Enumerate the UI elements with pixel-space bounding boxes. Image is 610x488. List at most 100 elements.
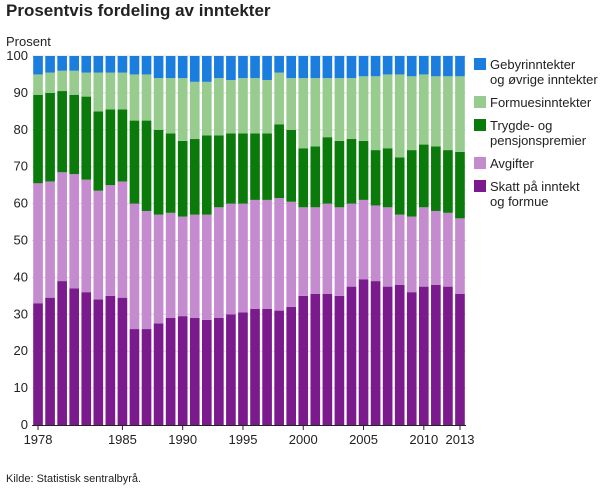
- bar-segment: [286, 201, 297, 307]
- bar-segment: [141, 329, 152, 425]
- bar-segment: [201, 319, 212, 425]
- bars: [33, 56, 465, 425]
- bar-segment: [238, 133, 248, 204]
- bar-segment: [214, 317, 224, 425]
- y-tick-label: 20: [14, 343, 28, 358]
- bar-segment: [226, 203, 236, 315]
- legend-label: og formue: [490, 194, 549, 209]
- bar-segment: [57, 281, 67, 425]
- bar-segment: [93, 56, 104, 73]
- bar-segment: [394, 214, 405, 285]
- bar-segment: [250, 133, 260, 200]
- x-tick-label: 2005: [349, 432, 378, 447]
- bar-segment: [214, 56, 224, 79]
- y-tick-label: 0: [21, 417, 28, 432]
- bar-segment: [431, 76, 441, 147]
- bar-segment: [153, 323, 164, 425]
- legend-label: og øvrige inntekter: [490, 72, 598, 87]
- bar-segment: [443, 76, 453, 151]
- bar-segment: [322, 294, 333, 425]
- bar-segment: [370, 281, 381, 425]
- y-tick-label: 80: [14, 122, 28, 137]
- bar-segment: [226, 56, 236, 80]
- bar-segment: [322, 56, 333, 79]
- bar-segment: [69, 70, 80, 95]
- bar-segment: [443, 150, 453, 213]
- legend-swatch: [474, 96, 486, 108]
- bar-segment: [346, 56, 357, 79]
- legend-swatch: [474, 180, 486, 192]
- bar-segment: [358, 279, 369, 425]
- gridlines: [32, 55, 466, 389]
- bar-segment: [394, 157, 405, 215]
- bar-segment: [334, 78, 345, 141]
- bar-segment: [382, 56, 393, 75]
- bar-segment: [431, 210, 441, 285]
- y-tick-label: 50: [14, 233, 28, 248]
- bar-segment: [105, 185, 116, 296]
- bar-segment: [455, 76, 465, 152]
- bar-segment: [45, 56, 55, 73]
- bar-segment: [238, 312, 248, 425]
- bar-segment: [370, 56, 381, 77]
- bar-segment: [129, 74, 140, 121]
- bar-segment: [334, 295, 345, 425]
- bar-segment: [262, 56, 272, 80]
- bar-segment: [310, 146, 321, 208]
- bar-segment: [358, 199, 369, 280]
- x-tick-label: 1990: [168, 432, 197, 447]
- bar-segment: [201, 135, 212, 215]
- legend-swatch: [474, 119, 486, 131]
- bar-segment: [394, 56, 405, 75]
- bar-segment: [129, 329, 140, 425]
- bar-segment: [443, 212, 453, 287]
- bar-segment: [286, 306, 297, 425]
- bar-segment: [141, 210, 152, 330]
- bar-segment: [298, 56, 309, 79]
- bar-segment: [382, 74, 393, 149]
- bar-segment: [153, 129, 164, 215]
- bar-segment: [141, 56, 152, 75]
- bar-segment: [286, 56, 297, 79]
- bar-segment: [418, 144, 429, 208]
- legend-label: Avgifter: [490, 156, 535, 171]
- bar-segment: [201, 81, 212, 136]
- bar-segment: [274, 124, 284, 199]
- bar-segment: [310, 56, 321, 79]
- bar-segment: [45, 72, 55, 93]
- bar-segment: [274, 310, 284, 425]
- bar-segment: [117, 181, 128, 298]
- bar-segment: [455, 294, 465, 425]
- bar-segment: [93, 72, 104, 112]
- bar-segment: [141, 120, 152, 211]
- legend-swatch: [474, 58, 486, 70]
- bar-segment: [57, 56, 67, 71]
- bar-segment: [406, 76, 417, 151]
- bar-segment: [346, 203, 357, 287]
- bar-segment: [250, 56, 260, 79]
- bar-segment: [455, 151, 465, 219]
- bar-segment: [165, 78, 176, 134]
- bar-segment: [310, 294, 321, 425]
- bar-segment: [57, 70, 67, 92]
- bar-segment: [214, 135, 224, 208]
- legend-label: Skatt på inntekt: [490, 179, 580, 194]
- bar-segment: [45, 92, 55, 182]
- chart-title: Prosentvis fordeling av inntekter: [6, 1, 271, 20]
- bar-segment: [286, 78, 297, 130]
- bar-segment: [406, 292, 417, 425]
- bar-segment: [298, 78, 309, 149]
- bar-segment: [129, 203, 140, 330]
- y-tick-label: 40: [14, 269, 28, 284]
- bar-segment: [33, 183, 43, 304]
- bar-segment: [153, 56, 164, 79]
- bar-segment: [262, 133, 272, 200]
- y-axis-label: Prosent: [6, 34, 51, 49]
- y-tick-labels: 0 10 20 30 40 50 60 70 80 90 100: [6, 48, 28, 432]
- bar-segment: [105, 109, 116, 186]
- source-note: Kilde: Statistisk sentralbyrå.: [6, 473, 141, 485]
- y-tick-label: 90: [14, 85, 28, 100]
- bar-segment: [177, 56, 188, 79]
- bar-segment: [57, 91, 67, 173]
- bar-segment: [250, 199, 260, 309]
